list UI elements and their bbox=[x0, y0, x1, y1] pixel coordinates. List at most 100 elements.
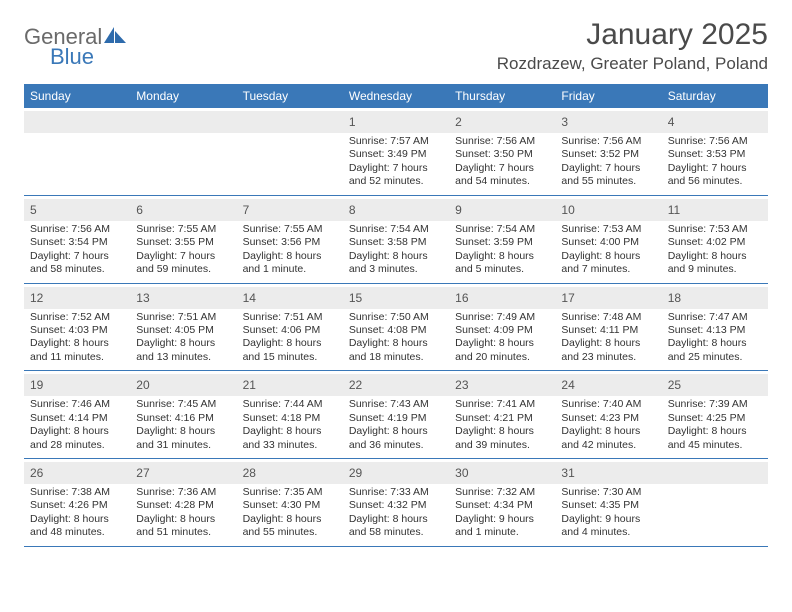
sunset-text: Sunset: 4:00 PM bbox=[561, 236, 655, 249]
daylight-text: and 45 minutes. bbox=[668, 439, 762, 452]
calendar-day: 18Sunrise: 7:47 AMSunset: 4:13 PMDayligh… bbox=[662, 284, 768, 371]
day-number: 4 bbox=[668, 115, 675, 129]
daylight-text: and 1 minute. bbox=[455, 526, 549, 539]
calendar-day: 13Sunrise: 7:51 AMSunset: 4:05 PMDayligh… bbox=[130, 284, 236, 371]
sunrise-text: Sunrise: 7:56 AM bbox=[30, 223, 124, 236]
daylight-text: and 25 minutes. bbox=[668, 351, 762, 364]
daylight-text: Daylight: 8 hours bbox=[561, 250, 655, 263]
day-number-bar: 4 bbox=[662, 111, 768, 133]
day-number-bar: 7 bbox=[237, 199, 343, 221]
daylight-text: Daylight: 8 hours bbox=[349, 513, 443, 526]
day-number: 22 bbox=[349, 378, 362, 392]
day-number: 17 bbox=[561, 291, 574, 305]
day-number: 20 bbox=[136, 378, 149, 392]
day-number-bar bbox=[237, 111, 343, 133]
daylight-text: Daylight: 8 hours bbox=[136, 337, 230, 350]
calendar-day: 23Sunrise: 7:41 AMSunset: 4:21 PMDayligh… bbox=[449, 371, 555, 458]
daylight-text: Daylight: 8 hours bbox=[668, 337, 762, 350]
sunrise-text: Sunrise: 7:53 AM bbox=[561, 223, 655, 236]
sunset-text: Sunset: 3:59 PM bbox=[455, 236, 549, 249]
day-number: 3 bbox=[561, 115, 568, 129]
day-number-bar: 10 bbox=[555, 199, 661, 221]
daylight-text: and 1 minute. bbox=[243, 263, 337, 276]
sunset-text: Sunset: 4:05 PM bbox=[136, 324, 230, 337]
calendar-day: 28Sunrise: 7:35 AMSunset: 4:30 PMDayligh… bbox=[237, 459, 343, 546]
day-number-bar bbox=[662, 462, 768, 484]
day-number: 9 bbox=[455, 203, 462, 217]
weekday-sat: Saturday bbox=[662, 84, 768, 108]
day-number-bar: 1 bbox=[343, 111, 449, 133]
day-number: 15 bbox=[349, 291, 362, 305]
day-number-bar: 2 bbox=[449, 111, 555, 133]
daylight-text: and 9 minutes. bbox=[668, 263, 762, 276]
sunset-text: Sunset: 4:14 PM bbox=[30, 412, 124, 425]
daylight-text: Daylight: 7 hours bbox=[30, 250, 124, 263]
daylight-text: Daylight: 8 hours bbox=[243, 337, 337, 350]
day-number-bar: 30 bbox=[449, 462, 555, 484]
calendar-day bbox=[237, 108, 343, 195]
header: General Blue January 2025 Rozdrazew, Gre… bbox=[24, 18, 768, 74]
day-number-bar: 17 bbox=[555, 287, 661, 309]
day-number-bar: 19 bbox=[24, 374, 130, 396]
page-title: January 2025 bbox=[497, 18, 768, 52]
sunset-text: Sunset: 4:16 PM bbox=[136, 412, 230, 425]
day-number-bar: 11 bbox=[662, 199, 768, 221]
sunset-text: Sunset: 4:09 PM bbox=[455, 324, 549, 337]
sunset-text: Sunset: 4:02 PM bbox=[668, 236, 762, 249]
sunrise-text: Sunrise: 7:47 AM bbox=[668, 311, 762, 324]
day-number-bar: 24 bbox=[555, 374, 661, 396]
daylight-text: Daylight: 8 hours bbox=[136, 425, 230, 438]
sunrise-text: Sunrise: 7:35 AM bbox=[243, 486, 337, 499]
sunset-text: Sunset: 4:30 PM bbox=[243, 499, 337, 512]
daylight-text: and 15 minutes. bbox=[243, 351, 337, 364]
day-number: 1 bbox=[349, 115, 356, 129]
daylight-text: Daylight: 8 hours bbox=[668, 425, 762, 438]
sunrise-text: Sunrise: 7:50 AM bbox=[349, 311, 443, 324]
day-number: 29 bbox=[349, 466, 362, 480]
day-number: 7 bbox=[243, 203, 250, 217]
weekday-fri: Friday bbox=[555, 84, 661, 108]
calendar-day: 2Sunrise: 7:56 AMSunset: 3:50 PMDaylight… bbox=[449, 108, 555, 195]
sunrise-text: Sunrise: 7:44 AM bbox=[243, 398, 337, 411]
daylight-text: Daylight: 7 hours bbox=[668, 162, 762, 175]
calendar-day: 22Sunrise: 7:43 AMSunset: 4:19 PMDayligh… bbox=[343, 371, 449, 458]
day-number-bar: 28 bbox=[237, 462, 343, 484]
sunset-text: Sunset: 4:35 PM bbox=[561, 499, 655, 512]
calendar-day: 21Sunrise: 7:44 AMSunset: 4:18 PMDayligh… bbox=[237, 371, 343, 458]
daylight-text: and 33 minutes. bbox=[243, 439, 337, 452]
sunrise-text: Sunrise: 7:30 AM bbox=[561, 486, 655, 499]
daylight-text: Daylight: 8 hours bbox=[136, 513, 230, 526]
calendar-day: 7Sunrise: 7:55 AMSunset: 3:56 PMDaylight… bbox=[237, 196, 343, 283]
sunset-text: Sunset: 3:49 PM bbox=[349, 148, 443, 161]
calendar-day: 30Sunrise: 7:32 AMSunset: 4:34 PMDayligh… bbox=[449, 459, 555, 546]
sunset-text: Sunset: 4:21 PM bbox=[455, 412, 549, 425]
daylight-text: Daylight: 8 hours bbox=[30, 513, 124, 526]
calendar-day: 29Sunrise: 7:33 AMSunset: 4:32 PMDayligh… bbox=[343, 459, 449, 546]
day-number: 5 bbox=[30, 203, 37, 217]
daylight-text: Daylight: 9 hours bbox=[455, 513, 549, 526]
weekday-wed: Wednesday bbox=[343, 84, 449, 108]
daylight-text: and 39 minutes. bbox=[455, 439, 549, 452]
day-number-bar: 5 bbox=[24, 199, 130, 221]
sunset-text: Sunset: 3:53 PM bbox=[668, 148, 762, 161]
daylight-text: and 4 minutes. bbox=[561, 526, 655, 539]
daylight-text: Daylight: 8 hours bbox=[349, 337, 443, 350]
sunrise-text: Sunrise: 7:56 AM bbox=[455, 135, 549, 148]
day-number-bar: 27 bbox=[130, 462, 236, 484]
calendar-day bbox=[24, 108, 130, 195]
sunrise-text: Sunrise: 7:46 AM bbox=[30, 398, 124, 411]
daylight-text: and 56 minutes. bbox=[668, 175, 762, 188]
sunrise-text: Sunrise: 7:33 AM bbox=[349, 486, 443, 499]
sunset-text: Sunset: 4:19 PM bbox=[349, 412, 443, 425]
page: General Blue January 2025 Rozdrazew, Gre… bbox=[0, 0, 792, 547]
day-number: 31 bbox=[561, 466, 574, 480]
day-number: 25 bbox=[668, 378, 681, 392]
day-number: 11 bbox=[668, 203, 680, 217]
sunrise-text: Sunrise: 7:55 AM bbox=[136, 223, 230, 236]
day-number-bar: 18 bbox=[662, 287, 768, 309]
daylight-text: Daylight: 8 hours bbox=[561, 337, 655, 350]
sunset-text: Sunset: 3:56 PM bbox=[243, 236, 337, 249]
sunrise-text: Sunrise: 7:51 AM bbox=[136, 311, 230, 324]
sunset-text: Sunset: 4:34 PM bbox=[455, 499, 549, 512]
day-number-bar: 22 bbox=[343, 374, 449, 396]
